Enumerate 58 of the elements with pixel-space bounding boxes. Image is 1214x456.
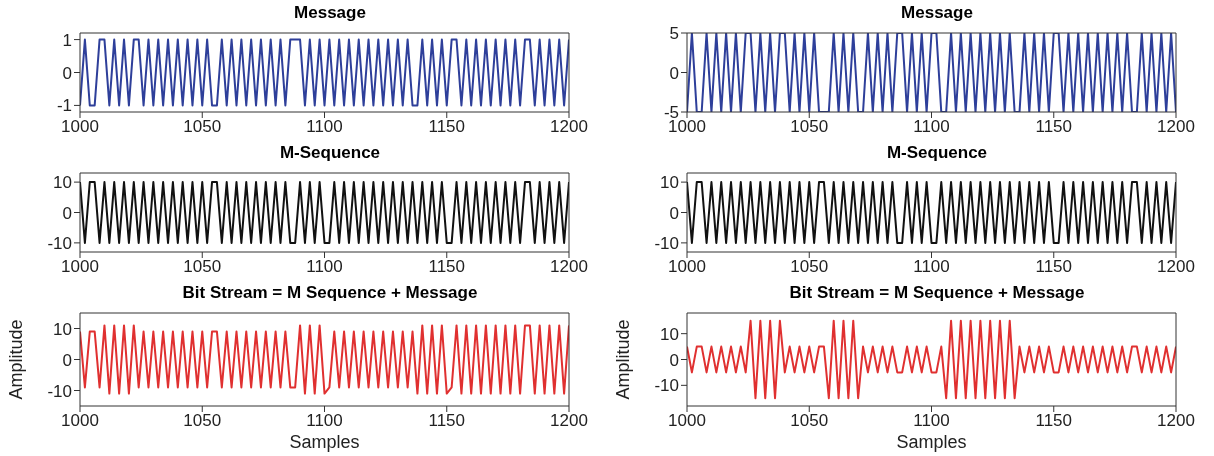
- x-tick-label: 1050: [790, 257, 829, 277]
- line-series: [687, 319, 1176, 400]
- x-tick-label: 1000: [61, 257, 99, 277]
- x-tick-label: 1150: [428, 117, 466, 137]
- y-tick-label: -10: [47, 381, 72, 401]
- x-tick-label: 1000: [61, 411, 99, 431]
- x-tick-label: 1000: [668, 411, 706, 431]
- x-tick-label: 1200: [1157, 117, 1195, 137]
- y-tick-label: 0: [669, 203, 679, 223]
- x-tick-label: 1000: [668, 257, 706, 277]
- x-tick-label: 1100: [913, 257, 950, 277]
- y-axis-title: Amplitude: [6, 319, 27, 400]
- x-tick-label: 1050: [183, 411, 222, 431]
- y-tick-label: -10: [654, 376, 679, 396]
- chart-title: Message: [900, 2, 974, 24]
- x-tick-label: 1200: [550, 117, 588, 137]
- x-tick-label: 1150: [1035, 117, 1073, 137]
- y-tick-label: 10: [53, 173, 72, 193]
- x-tick-label: 1100: [913, 117, 950, 137]
- chart-title: Message: [293, 2, 367, 24]
- x-tick-label: 1000: [61, 117, 99, 137]
- y-axis-title: Amplitude: [613, 319, 634, 400]
- y-tick-label: 1: [62, 30, 72, 50]
- y-tick-label: 0: [62, 63, 72, 83]
- x-tick-label: 1200: [550, 411, 588, 431]
- x-tick-label: 1200: [1157, 411, 1195, 431]
- chart-title: Bit Stream = M Sequence + Message: [788, 282, 1086, 304]
- x-axis-title: Samples: [289, 432, 360, 452]
- x-tick-label: 1150: [428, 257, 466, 277]
- x-tick-label: 1050: [790, 117, 829, 137]
- y-tick-label: 10: [660, 324, 679, 344]
- x-tick-label: 1050: [183, 257, 222, 277]
- y-tick-label: 0: [669, 63, 679, 83]
- x-tick-label: 1150: [1035, 411, 1073, 431]
- chart-title: M-Sequence: [885, 142, 989, 164]
- x-tick-label: 1150: [1035, 257, 1073, 277]
- x-tick-label: 1050: [183, 117, 222, 137]
- y-tick-label: 0: [669, 350, 679, 370]
- y-tick-label: 10: [660, 173, 679, 193]
- y-tick-label: -10: [654, 233, 679, 253]
- x-tick-label: 1100: [306, 257, 343, 277]
- y-tick-label: 5: [669, 24, 679, 44]
- x-tick-label: 1100: [306, 411, 343, 431]
- chart-title: Bit Stream = M Sequence + Message: [181, 282, 479, 304]
- y-tick-label: 0: [62, 203, 72, 223]
- y-tick-label: -10: [47, 233, 72, 253]
- line-series: [80, 324, 569, 395]
- x-tick-label: 1150: [428, 411, 466, 431]
- x-tick-label: 1100: [913, 411, 950, 431]
- chart-title: M-Sequence: [278, 142, 382, 164]
- y-tick-label: 10: [53, 319, 72, 339]
- x-tick-label: 1200: [1157, 257, 1195, 277]
- x-tick-label: 1100: [306, 117, 343, 137]
- x-tick-label: 1200: [550, 257, 588, 277]
- x-axis-title: Samples: [896, 432, 967, 452]
- x-tick-label: 1050: [790, 411, 829, 431]
- y-tick-label: -1: [56, 96, 72, 116]
- y-tick-label: 0: [62, 350, 72, 370]
